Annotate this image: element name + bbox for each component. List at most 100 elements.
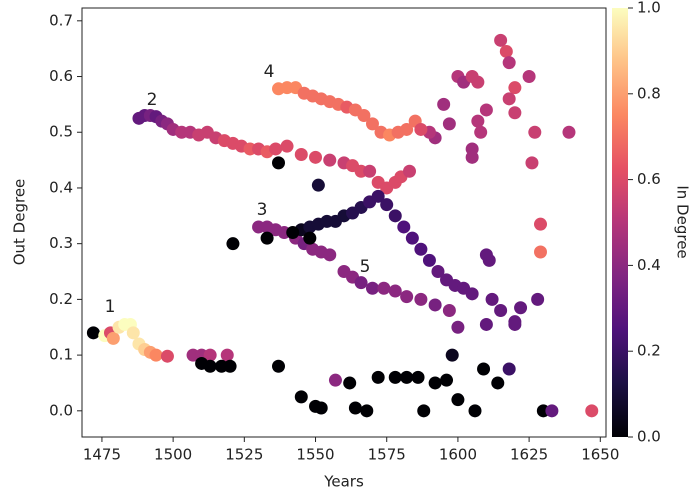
point — [223, 359, 237, 373]
point — [502, 56, 516, 70]
point — [451, 393, 465, 407]
x-tick-label: 1650 — [581, 446, 619, 464]
point — [522, 70, 536, 84]
point — [294, 390, 308, 404]
point — [160, 349, 174, 363]
point — [323, 248, 337, 262]
point — [397, 220, 411, 234]
x-tick-label: 1550 — [296, 446, 334, 464]
point — [479, 317, 493, 331]
point — [514, 301, 528, 315]
point — [220, 348, 234, 362]
point — [286, 226, 300, 240]
point — [534, 217, 547, 231]
x-axis-label: Years — [323, 473, 364, 491]
x-tick-label: 1500 — [154, 446, 192, 464]
colorbar-tick-label: 0.8 — [637, 84, 661, 102]
point — [400, 122, 414, 136]
point — [377, 281, 391, 295]
y-tick-label: 0.4 — [49, 178, 73, 196]
y-tick-label: 0.5 — [49, 123, 73, 141]
point — [471, 75, 485, 89]
point — [482, 253, 496, 267]
y-tick-label: 0.7 — [49, 11, 73, 29]
x-tick-label: 1475 — [83, 446, 121, 464]
point — [545, 404, 559, 418]
y-tick-label: 0.0 — [49, 401, 73, 419]
point — [465, 150, 479, 164]
y-axis-label: Out Degree — [11, 179, 29, 266]
point — [440, 373, 454, 387]
plot-frame — [81, 7, 607, 438]
point — [388, 370, 402, 384]
x-tick-label: 1600 — [439, 446, 477, 464]
annotation: 3 — [257, 200, 268, 220]
point — [534, 245, 547, 259]
x-tick-label: 1625 — [510, 446, 548, 464]
point — [477, 362, 491, 376]
point — [203, 359, 217, 373]
colorbar-tick-label: 0.0 — [637, 428, 661, 446]
point — [411, 370, 425, 384]
point — [502, 362, 516, 376]
point — [203, 348, 217, 362]
point — [371, 189, 385, 203]
point — [465, 287, 479, 301]
point — [508, 81, 522, 95]
point — [380, 198, 394, 212]
point — [323, 153, 337, 167]
point — [531, 292, 545, 306]
point — [414, 122, 428, 136]
point — [508, 106, 522, 120]
point — [354, 276, 368, 290]
point — [525, 156, 539, 170]
point — [303, 231, 317, 245]
colorbar-tick-label: 0.6 — [637, 170, 661, 188]
colorbar-tick-label: 1.0 — [637, 0, 661, 17]
colorbar-label: In Degree — [674, 185, 692, 258]
point — [428, 376, 442, 390]
point — [508, 317, 522, 331]
point — [360, 404, 374, 418]
point — [414, 292, 428, 306]
point — [499, 44, 513, 58]
point — [417, 404, 431, 418]
point — [365, 117, 379, 131]
point — [388, 209, 402, 223]
point — [451, 320, 465, 334]
point — [272, 359, 285, 373]
point — [479, 103, 493, 117]
annotation: 1 — [105, 297, 116, 317]
point — [494, 33, 508, 47]
point — [348, 401, 362, 415]
y-tick-label: 0.3 — [49, 234, 73, 252]
point — [471, 114, 485, 128]
colorbar — [612, 8, 628, 437]
point — [585, 404, 599, 418]
point — [502, 92, 516, 106]
y-tick-label: 0.2 — [49, 290, 73, 308]
colorbar-tick-label: 0.2 — [637, 342, 661, 360]
point — [468, 404, 482, 418]
point — [400, 370, 414, 384]
point — [106, 331, 120, 345]
point — [149, 348, 163, 362]
point — [405, 231, 419, 245]
point — [400, 290, 414, 304]
point — [474, 125, 488, 139]
point — [442, 117, 456, 131]
x-tick-label: 1575 — [368, 446, 406, 464]
y-tick-label: 0.1 — [49, 346, 73, 364]
point — [357, 109, 371, 123]
point — [491, 376, 505, 390]
point — [528, 125, 542, 139]
point — [445, 348, 459, 362]
point — [328, 373, 342, 387]
x-tick-label: 1525 — [225, 446, 263, 464]
y-tick-label: 0.6 — [49, 67, 73, 85]
annotation: 4 — [264, 62, 275, 82]
point — [562, 125, 576, 139]
point — [485, 292, 499, 306]
point — [269, 142, 283, 156]
